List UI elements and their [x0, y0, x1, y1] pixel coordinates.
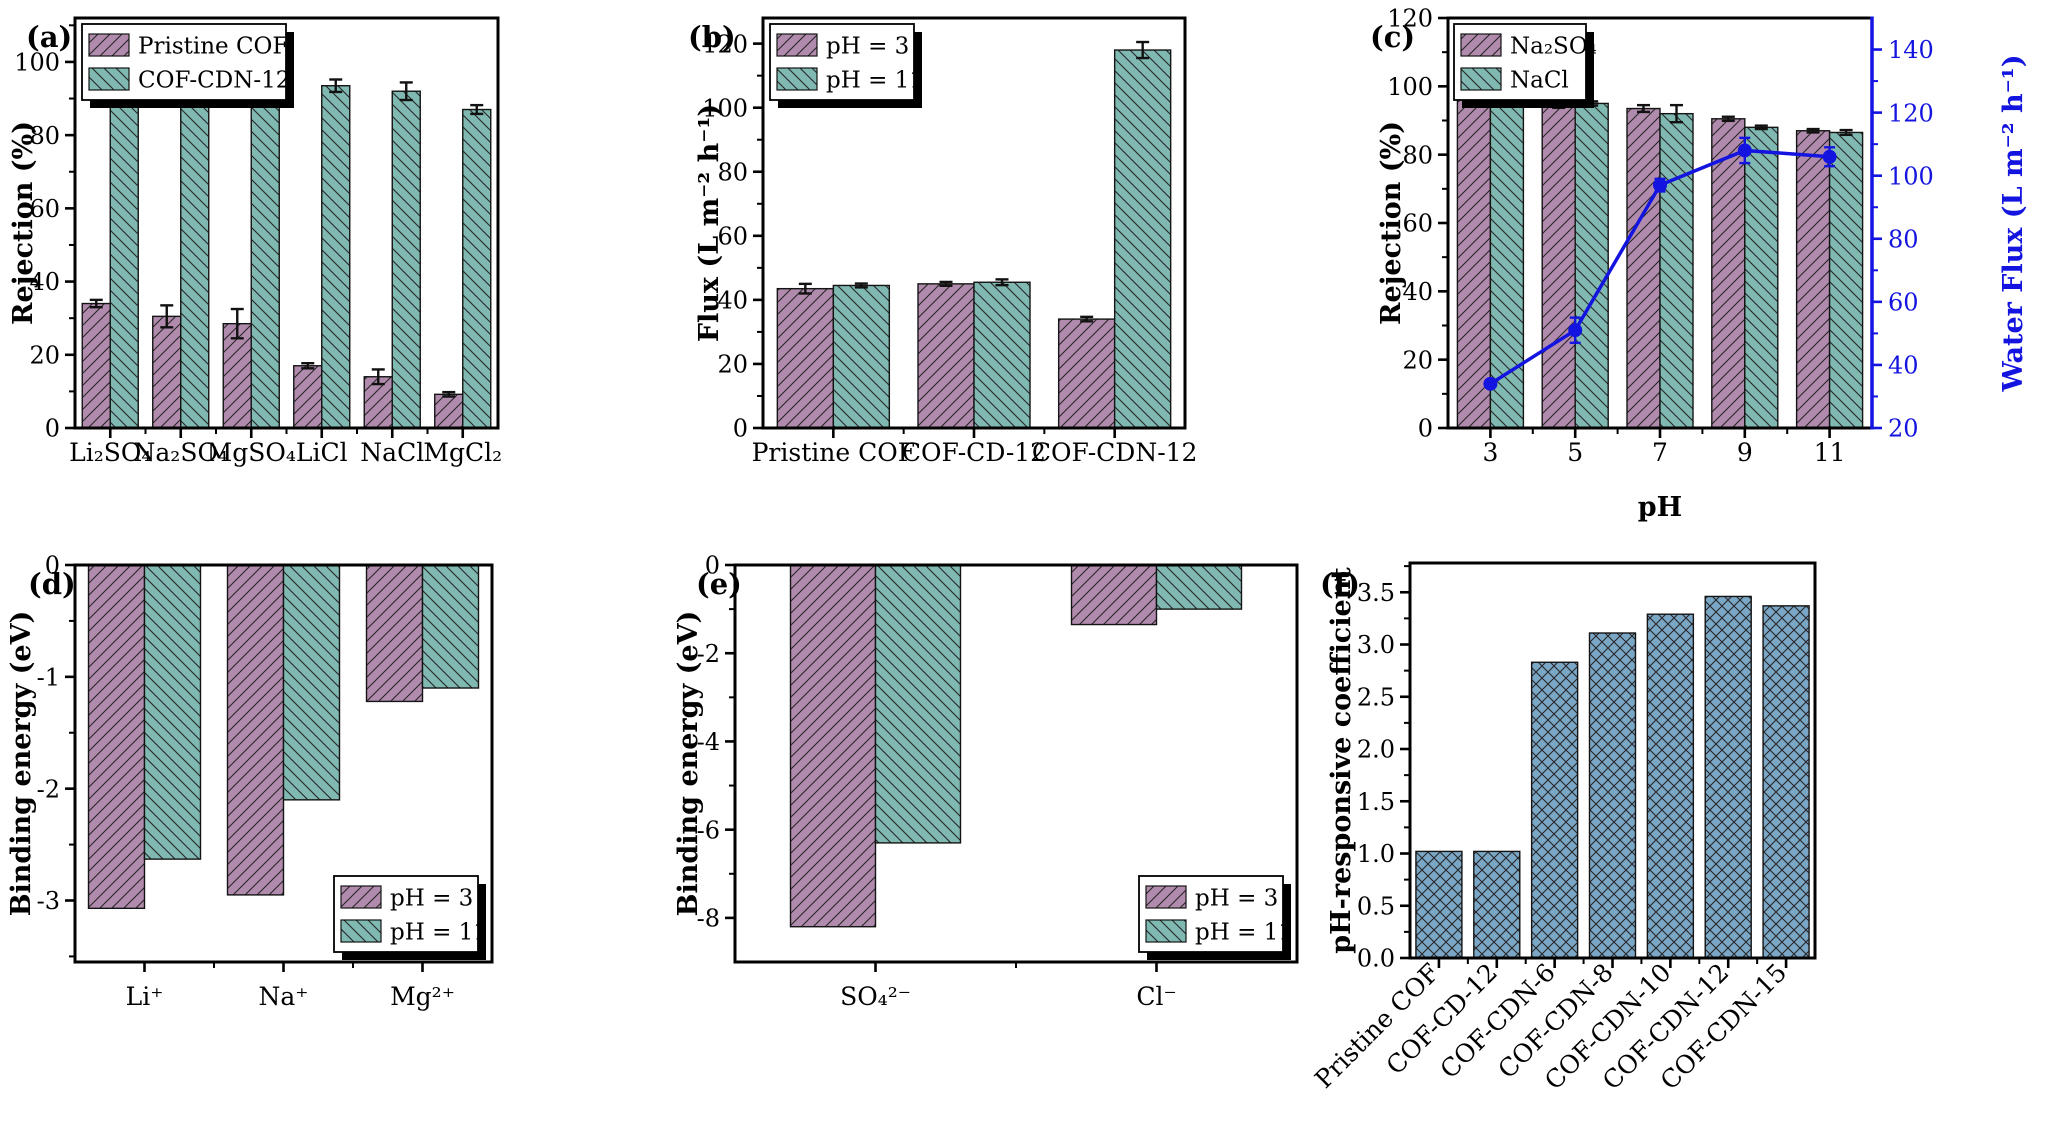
svg-text:Binding energy (eV): Binding energy (eV) — [6, 611, 37, 917]
svg-text:9: 9 — [1737, 438, 1753, 467]
svg-text:(c): (c) — [1370, 20, 1415, 54]
svg-text:11: 11 — [1814, 438, 1846, 467]
svg-text:40: 40 — [1888, 352, 1919, 380]
svg-text:40: 40 — [1402, 278, 1433, 306]
panel-b-chart: 0 20 40 60 80 100 120 Pristine COFCOF-CD-12COF-… — [688, 16, 1198, 467]
svg-text:7: 7 — [1652, 438, 1668, 467]
svg-text:pH = 11: pH = 11 — [826, 67, 924, 93]
svg-text:(a): (a) — [26, 20, 72, 54]
svg-text:120: 120 — [702, 30, 748, 58]
svg-text:40: 40 — [717, 287, 748, 315]
svg-text:LiCl: LiCl — [296, 438, 348, 467]
svg-text:3: 3 — [1482, 438, 1498, 467]
svg-text:pH-responsive coefficient: pH-responsive coefficient — [1326, 567, 1357, 954]
svg-text:Cl⁻: Cl⁻ — [1136, 982, 1176, 1011]
svg-text:0: 0 — [45, 552, 60, 580]
svg-text:20: 20 — [1888, 415, 1919, 443]
svg-text:Pristine COF: Pristine COF — [138, 33, 288, 59]
svg-text:Flux (L m⁻² h⁻¹): Flux (L m⁻² h⁻¹) — [694, 104, 725, 342]
svg-text:Na₂SO₄: Na₂SO₄ — [1510, 33, 1597, 59]
svg-text:60: 60 — [1402, 210, 1433, 238]
svg-text:0.0: 0.0 — [1357, 945, 1395, 973]
svg-text:pH = 3: pH = 3 — [826, 33, 909, 59]
svg-text:60: 60 — [1888, 288, 1919, 316]
svg-text:100: 100 — [1387, 73, 1433, 101]
svg-text:100: 100 — [1888, 162, 1934, 190]
svg-text:0: 0 — [733, 415, 748, 443]
svg-text:(f): (f) — [1320, 567, 1360, 601]
svg-text:3.5: 3.5 — [1357, 579, 1395, 607]
svg-text:2.0: 2.0 — [1357, 736, 1395, 764]
svg-text:-1: -1 — [37, 663, 60, 691]
svg-text:Pristine COF: Pristine COF — [752, 438, 915, 467]
svg-text:0: 0 — [45, 415, 60, 443]
svg-text:COF-CDN-12: COF-CDN-12 — [1032, 438, 1198, 467]
svg-text:-8: -8 — [697, 905, 720, 933]
svg-text:80: 80 — [1888, 225, 1919, 253]
svg-text:100: 100 — [702, 94, 748, 122]
svg-text:NaCl: NaCl — [360, 438, 424, 467]
panel-d-chart: 0 -1 -2 -3 Li⁺ Na⁺ Mg²⁺ Binding energy (eV) pH =… — [6, 552, 494, 1011]
svg-text:80: 80 — [29, 122, 60, 150]
panel-e-chart: 0 -2 -4 -6 -8 SO₄²⁻ Cl⁻ Binding energy (eV) pH =… — [673, 552, 1299, 1011]
svg-text:Binding energy (eV): Binding energy (eV) — [673, 611, 704, 917]
svg-text:20: 20 — [29, 341, 60, 369]
svg-text:100: 100 — [14, 49, 60, 77]
svg-text:(d): (d) — [28, 567, 76, 601]
svg-text:NaCl: NaCl — [1510, 67, 1569, 93]
svg-text:MgCl₂: MgCl₂ — [423, 438, 502, 467]
svg-text:-2: -2 — [697, 640, 720, 668]
svg-text:Mg²⁺: Mg²⁺ — [390, 982, 455, 1011]
svg-text:-2: -2 — [37, 775, 60, 803]
svg-text:Rejection (%): Rejection (%) — [8, 121, 39, 325]
svg-text:MgSO₄: MgSO₄ — [207, 438, 296, 467]
svg-text:pH = 3: pH = 3 — [1195, 885, 1278, 911]
svg-text:Rejection (%): Rejection (%) — [1376, 121, 1407, 325]
svg-text:5: 5 — [1567, 438, 1583, 467]
svg-text:40: 40 — [29, 268, 60, 296]
svg-text:1.0: 1.0 — [1357, 840, 1395, 868]
svg-text:-3: -3 — [37, 887, 60, 915]
svg-text:pH = 3: pH = 3 — [390, 885, 473, 911]
svg-text:Li₂SO₄: Li₂SO₄ — [69, 438, 151, 467]
svg-text:0: 0 — [705, 552, 720, 580]
svg-text:80: 80 — [1402, 141, 1433, 169]
svg-text:80: 80 — [717, 158, 748, 186]
svg-text:Li⁺: Li⁺ — [126, 982, 164, 1011]
svg-text:20: 20 — [717, 351, 748, 379]
svg-text:60: 60 — [29, 195, 60, 223]
svg-text:0: 0 — [1418, 415, 1433, 443]
svg-text:2.5: 2.5 — [1357, 683, 1395, 711]
svg-text:(b): (b) — [688, 20, 736, 54]
panel-c-chart: 0 20 40 60 80 100 120 20 40 60 80 100 120 140 Water Fl… — [1370, 5, 2029, 523]
svg-text:120: 120 — [1888, 99, 1934, 127]
svg-text:1.5: 1.5 — [1357, 788, 1395, 816]
svg-text:Na⁺: Na⁺ — [259, 982, 309, 1011]
svg-text:-6: -6 — [697, 816, 720, 844]
svg-text:Water Flux (L m⁻² h⁻¹): Water Flux (L m⁻² h⁻¹) — [1998, 55, 2029, 393]
svg-text:(e): (e) — [696, 567, 742, 601]
svg-text:60: 60 — [717, 222, 748, 250]
svg-text:Na₂SO₄: Na₂SO₄ — [134, 438, 228, 467]
svg-text:pH = 11: pH = 11 — [1195, 919, 1293, 945]
svg-text:pH: pH — [1638, 492, 1682, 523]
svg-text:-4: -4 — [697, 728, 720, 756]
svg-text:COF-CD-12: COF-CD-12 — [902, 438, 1046, 467]
svg-text:COF-CDN-12: COF-CDN-12 — [138, 67, 290, 93]
svg-text:pH = 11: pH = 11 — [390, 919, 488, 945]
svg-text:20: 20 — [1402, 346, 1433, 374]
svg-text:SO₄²⁻: SO₄²⁻ — [840, 982, 911, 1011]
svg-text:120: 120 — [1387, 5, 1433, 33]
svg-text:0.5: 0.5 — [1357, 892, 1395, 920]
svg-text:140: 140 — [1888, 36, 1934, 64]
svg-text:3.0: 3.0 — [1357, 631, 1395, 659]
